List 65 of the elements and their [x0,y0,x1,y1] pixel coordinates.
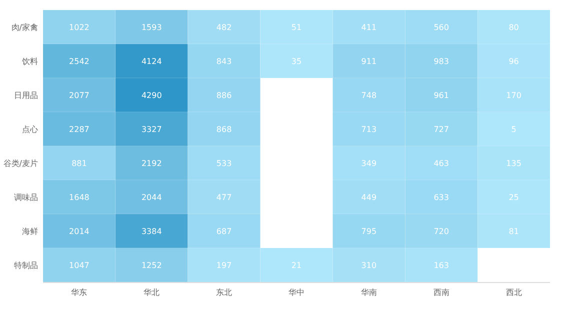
data-label: 2077 [69,91,90,100]
x-tick-label: 华南 [360,288,377,297]
data-label: 687 [216,227,232,236]
data-label: 983 [434,57,449,66]
data-label: 349 [361,159,377,168]
data-label: 482 [216,23,232,32]
data-label: 3384 [141,227,162,236]
x-tick-label: 西南 [433,288,450,297]
data-label: 748 [361,91,377,100]
data-label: 463 [434,159,449,168]
data-label: 170 [506,91,522,100]
data-label: 25 [508,193,519,202]
data-label: 886 [216,91,232,100]
data-label: 81 [508,227,519,236]
x-tick-label: 东北 [216,288,232,297]
data-label: 96 [508,57,519,66]
y-tick-label: 饮料 [21,57,38,66]
data-label: 21 [291,261,302,270]
y-tick-label: 特制品 [14,261,38,270]
data-label: 35 [291,57,302,66]
data-label: 197 [216,261,232,270]
data-label: 449 [361,193,377,202]
data-label: 2287 [69,125,90,134]
data-label: 5 [511,125,516,134]
data-label: 4290 [141,91,162,100]
data-label: 633 [434,193,449,202]
data-label: 1252 [141,261,162,270]
data-label: 51 [291,23,302,32]
data-label: 3327 [141,125,162,134]
data-label: 1022 [69,23,90,32]
data-label: 4124 [141,57,162,66]
data-label: 911 [361,57,377,66]
data-label: 477 [216,193,232,202]
data-label: 881 [72,159,87,168]
data-label: 310 [361,261,377,270]
data-label: 720 [434,227,449,236]
x-tick-label: 华北 [144,288,160,297]
data-label: 80 [508,23,519,32]
y-tick-label: 肉/家禽 [11,23,38,32]
data-label: 961 [434,91,449,100]
y-tick-label: 调味品 [14,193,38,202]
x-tick-label: 西北 [506,288,522,297]
x-tick-label: 华中 [288,288,304,297]
data-label: 2044 [141,193,162,202]
data-label: 2542 [69,57,90,66]
data-label: 135 [506,159,522,168]
data-label: 1648 [69,193,90,202]
data-label: 560 [434,23,449,32]
data-label: 795 [361,227,377,236]
data-label: 2014 [69,227,90,236]
data-label: 1047 [69,261,90,270]
y-tick-label: 谷类/麦片 [3,159,38,168]
y-tick-label: 海鲜 [22,227,38,236]
data-label: 411 [361,23,377,32]
data-label: 163 [434,261,449,270]
data-label: 843 [216,57,232,66]
x-tick-label: 华东 [71,288,88,297]
data-label: 2192 [141,159,162,168]
data-label: 1593 [141,23,162,32]
data-label: 727 [434,125,449,134]
data-label: 533 [216,159,232,168]
y-tick-label: 日用品 [14,91,38,100]
y-tick-label: 点心 [22,125,38,134]
data-label: 713 [361,125,377,134]
data-label: 868 [216,125,232,134]
